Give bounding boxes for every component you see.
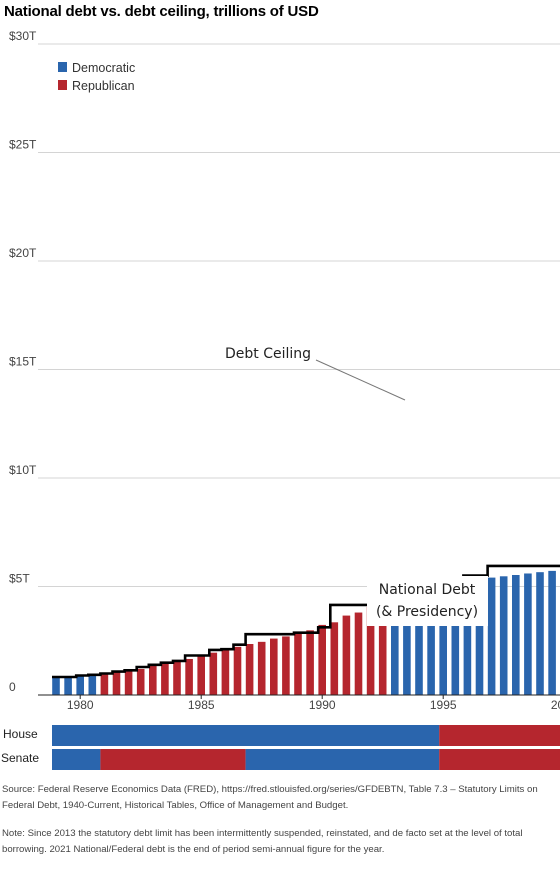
y-tick-label: $5T <box>9 572 30 586</box>
debt-bar <box>185 658 193 695</box>
debt-bar <box>64 676 72 695</box>
x-tick-label: 1980 <box>67 698 94 712</box>
house-strip <box>52 725 560 746</box>
debt-bar <box>136 668 145 695</box>
senate-segment <box>439 749 560 770</box>
debt-bar <box>245 644 254 695</box>
y-tick-label: $15T <box>9 355 37 369</box>
debt-bar <box>403 595 411 695</box>
debt-ceiling-label-bg <box>218 342 316 364</box>
x-tick-label: 2000 <box>551 698 560 712</box>
debt-bar <box>124 670 133 695</box>
debt-bar <box>548 570 556 695</box>
legend-label-democratic: Democratic <box>72 61 135 75</box>
house-segment <box>52 725 440 746</box>
senate-label: Senate <box>1 751 39 765</box>
debt-bar <box>233 646 242 695</box>
debt-bar <box>88 674 97 695</box>
house-segment <box>439 725 560 746</box>
debt-ceiling-label: Debt Ceiling <box>225 346 311 362</box>
national-debt-annotation: National Debt (& Presidency) <box>367 576 488 626</box>
debt-bar <box>415 593 423 695</box>
debt-bar <box>427 590 435 695</box>
debt-bar <box>161 663 169 695</box>
debt-bar <box>318 624 326 695</box>
debt-bar <box>330 622 339 695</box>
debt-bar <box>354 612 363 695</box>
debt-bar <box>76 675 84 695</box>
debt-chart: 0 $5T $10T $15T $20T $25T $30T 1980 1985 1990 199… <box>1 29 560 770</box>
debt-bar <box>173 660 181 695</box>
y-tick-label: $30T <box>9 29 37 43</box>
legend-label-republican: Republican <box>72 79 135 93</box>
debt-ceiling-annotation: Debt Ceiling <box>218 342 406 401</box>
legend-swatch-democratic <box>58 62 67 72</box>
senate-segment <box>52 749 101 770</box>
debt-bar <box>391 599 399 695</box>
senate-segment <box>245 749 440 770</box>
debt-bar <box>463 581 472 695</box>
debt-bar <box>536 572 544 695</box>
y-axis-ticks: 0 $5T $10T $15T $20T $25T $30T <box>9 29 37 694</box>
debt-bar <box>342 615 351 695</box>
debt-bar <box>209 652 218 695</box>
debt-bars <box>52 570 556 695</box>
debt-bar <box>221 649 230 695</box>
national-debt-label-line1: National Debt <box>379 582 476 598</box>
debt-bar <box>524 573 532 695</box>
debt-bar <box>149 665 157 695</box>
senate-segment <box>100 749 246 770</box>
y-tick-label: $20T <box>9 246 37 260</box>
house-label: House <box>3 727 38 741</box>
y-tick-label: $25T <box>9 138 37 152</box>
debt-bar <box>451 584 460 695</box>
x-tick-label: 1985 <box>188 698 215 712</box>
debt-bar <box>197 655 205 695</box>
x-tick-label: 1990 <box>309 698 336 712</box>
debt-ceiling-leader <box>315 359 406 401</box>
debt-bar <box>487 577 496 695</box>
footer: Source: Federal Reserve Economics Data (… <box>2 782 550 870</box>
source-note: Source: Federal Reserve Economics Data (… <box>2 784 538 811</box>
debt-bar <box>112 672 121 695</box>
debt-bar <box>378 603 387 695</box>
x-tick-label: 1995 <box>430 698 457 712</box>
legend-swatch-republican <box>58 80 67 90</box>
senate-strip <box>52 749 560 770</box>
debt-bar <box>100 673 109 695</box>
debt-ceiling-line <box>52 564 560 679</box>
methodology-note: Note: Since 2013 the statutory debt limi… <box>2 828 523 855</box>
debt-bar <box>270 638 278 695</box>
debt-bar <box>512 575 520 695</box>
y-tick-label: $10T <box>9 463 37 477</box>
y-tick-label: 0 <box>9 680 16 694</box>
debt-bar <box>499 576 508 695</box>
congress-strips: House Senate <box>1 725 560 770</box>
debt-bar <box>282 636 290 695</box>
x-axis-ticks: 198019851990199520002005201020152020 <box>67 695 560 712</box>
debt-bar <box>439 587 447 695</box>
debt-bar <box>366 606 375 695</box>
legend: Democratic Republican <box>58 61 135 93</box>
debt-bar <box>475 579 484 695</box>
debt-bar <box>257 641 266 695</box>
grid-lines <box>38 43 560 587</box>
debt-bar <box>294 632 302 695</box>
national-debt-label-line2: (& Presidency) <box>376 604 478 620</box>
debt-bar <box>306 630 314 695</box>
chart-title: National debt vs. debt ceiling, trillion… <box>4 3 319 20</box>
debt-bar <box>52 676 60 695</box>
national-debt-label-box <box>367 576 488 626</box>
